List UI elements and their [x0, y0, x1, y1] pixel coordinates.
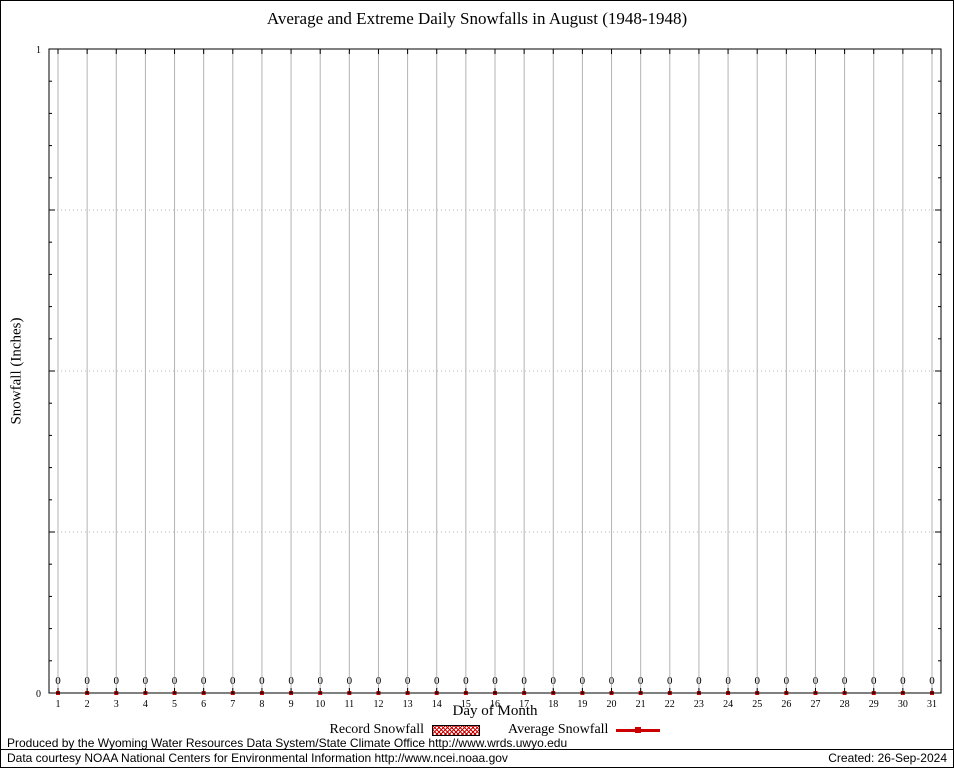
svg-text:0: 0 [434, 675, 440, 687]
svg-text:31: 31 [927, 699, 937, 710]
svg-text:0: 0 [230, 675, 236, 687]
svg-text:0: 0 [725, 675, 731, 687]
legend-label-average-snowfall: Average Snowfall [508, 722, 609, 737]
svg-text:2: 2 [85, 699, 90, 710]
svg-text:0: 0 [84, 675, 90, 687]
created-date: Created: 26-Sep-2024 [828, 751, 947, 765]
svg-text:26: 26 [781, 699, 791, 710]
svg-text:1: 1 [36, 45, 41, 56]
svg-text:0: 0 [259, 675, 265, 687]
svg-text:8: 8 [259, 699, 264, 710]
svg-text:3: 3 [114, 699, 119, 710]
svg-text:9: 9 [289, 699, 294, 710]
svg-text:0: 0 [609, 675, 615, 687]
x-axis-label: Day of Month [452, 703, 538, 719]
svg-text:23: 23 [694, 699, 704, 710]
svg-text:0: 0 [376, 675, 382, 687]
attribution-bar: Data courtesy NOAA National Centers for … [1, 749, 953, 767]
svg-text:0: 0 [754, 675, 760, 687]
svg-text:0: 0 [143, 675, 149, 687]
svg-text:11: 11 [345, 699, 355, 710]
svg-text:5: 5 [172, 699, 177, 710]
svg-text:6: 6 [201, 699, 206, 710]
svg-text:1: 1 [56, 699, 61, 710]
svg-text:0: 0 [317, 675, 323, 687]
svg-text:10: 10 [315, 699, 325, 710]
svg-text:18: 18 [548, 699, 558, 710]
svg-text:0: 0 [871, 675, 877, 687]
svg-text:24: 24 [723, 699, 733, 710]
svg-text:22: 22 [665, 699, 675, 710]
svg-text:7: 7 [230, 699, 235, 710]
legend-label-record-snowfall: Record Snowfall [329, 722, 425, 737]
svg-text:4: 4 [143, 699, 148, 710]
legend: Record Snowfall Average Snowfall [49, 722, 941, 738]
record-snowfall-hatch-swatch [432, 724, 481, 736]
svg-text:13: 13 [403, 699, 413, 710]
svg-text:30: 30 [898, 699, 908, 710]
svg-text:0: 0 [114, 675, 120, 687]
attribution-line-1: Produced by the Wyoming Water Resources … [7, 736, 568, 750]
svg-text:20: 20 [607, 699, 617, 710]
svg-text:28: 28 [840, 699, 850, 710]
svg-text:0: 0 [696, 675, 702, 687]
svg-text:0: 0 [667, 675, 673, 687]
svg-text:0: 0 [929, 675, 935, 687]
svg-text:19: 19 [577, 699, 587, 710]
chart-title: Average and Extreme Daily Snowfalls in A… [266, 9, 688, 28]
svg-text:0: 0 [551, 675, 557, 687]
svg-text:0: 0 [784, 675, 790, 687]
svg-text:0: 0 [900, 675, 906, 687]
average-snowfall-point-marker [635, 727, 642, 733]
svg-text:21: 21 [636, 699, 646, 710]
svg-text:0: 0 [405, 675, 411, 687]
svg-text:0: 0 [463, 675, 469, 687]
svg-text:27: 27 [810, 699, 820, 710]
svg-text:0: 0 [492, 675, 498, 687]
svg-text:25: 25 [752, 699, 762, 710]
svg-text:0: 0 [842, 675, 848, 687]
svg-text:29: 29 [869, 699, 879, 710]
svg-text:17: 17 [519, 699, 529, 710]
svg-text:0: 0 [347, 675, 353, 687]
attribution-line-2: Data courtesy NOAA National Centers for … [7, 751, 508, 765]
svg-text:12: 12 [373, 699, 383, 710]
svg-text:16: 16 [490, 699, 500, 710]
svg-text:0: 0 [172, 675, 178, 687]
legend-item-record-snowfall: Record Snowfall [329, 722, 481, 738]
svg-text:15: 15 [461, 699, 471, 710]
svg-text:0: 0 [813, 675, 819, 687]
average-snowfall-line-swatch [616, 727, 661, 733]
svg-text:0: 0 [580, 675, 586, 687]
svg-text:0: 0 [521, 675, 527, 687]
svg-text:14: 14 [432, 699, 442, 710]
svg-text:0: 0 [288, 675, 294, 687]
svg-text:0: 0 [55, 675, 61, 687]
svg-text:0: 0 [638, 675, 644, 687]
svg-text:0: 0 [36, 689, 41, 700]
legend-item-average-snowfall: Average Snowfall [508, 722, 661, 738]
svg-text:0: 0 [201, 675, 207, 687]
